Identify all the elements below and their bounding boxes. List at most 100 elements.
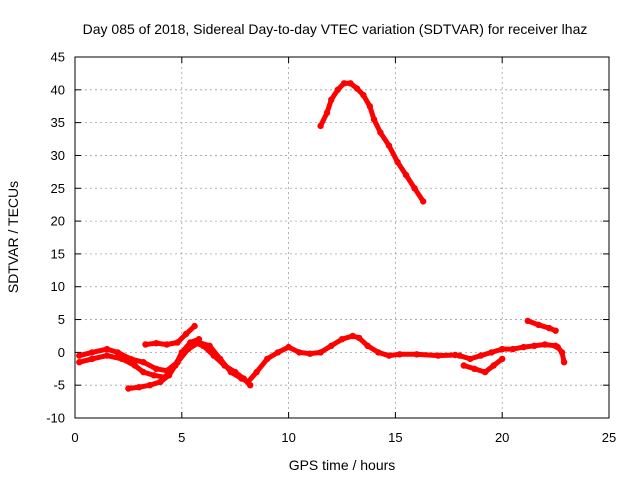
data-point <box>163 341 170 348</box>
data-point <box>296 349 303 356</box>
data-point <box>396 351 403 358</box>
data-point <box>317 122 324 130</box>
data-point <box>153 340 160 347</box>
data-point <box>140 359 147 366</box>
y-tick-label: 30 <box>51 148 65 163</box>
data-point <box>157 378 164 386</box>
data-point <box>191 339 198 346</box>
series-line <box>525 318 559 334</box>
data-point <box>535 321 542 328</box>
y-tick-label: 15 <box>51 246 65 261</box>
data-point <box>142 341 149 348</box>
data-point <box>560 359 568 366</box>
data-point <box>174 339 181 346</box>
y-tick-label: -5 <box>53 378 65 393</box>
data-point <box>477 352 484 359</box>
x-axis-label: GPS time / hours <box>289 457 396 473</box>
data-point <box>191 322 198 330</box>
x-tick-label: 5 <box>178 430 185 445</box>
data-point <box>394 158 401 166</box>
data-series <box>76 80 568 392</box>
data-point <box>460 362 467 369</box>
data-point <box>360 91 367 99</box>
data-point <box>411 185 418 192</box>
x-tick-label: 0 <box>71 430 78 445</box>
y-axis-label: SDTVAR / TECUs <box>5 181 21 293</box>
y-tick-label: 20 <box>51 214 65 229</box>
data-point <box>103 352 111 359</box>
data-point <box>385 352 393 359</box>
data-point <box>481 368 489 376</box>
data-point <box>340 80 348 87</box>
chart-title: Day 085 of 2018, Sidereal Day-to-day VTE… <box>83 21 588 37</box>
grid <box>75 57 609 418</box>
data-point <box>338 336 346 343</box>
x-tick-label: 15 <box>388 430 402 445</box>
plot-frame <box>74 56 610 419</box>
data-point <box>554 343 561 351</box>
data-point <box>499 345 506 353</box>
data-point <box>349 332 356 340</box>
y-tick-label: -10 <box>46 411 65 426</box>
data-point <box>247 382 254 389</box>
data-point <box>118 355 126 363</box>
data-point <box>221 362 228 369</box>
series-arc-rise <box>142 322 198 348</box>
data-point <box>125 385 132 392</box>
data-point <box>370 116 378 123</box>
data-point <box>264 355 271 363</box>
data-point <box>274 349 282 356</box>
series-line <box>457 342 559 362</box>
data-point <box>210 352 217 359</box>
data-point <box>377 129 384 136</box>
data-point <box>165 372 173 379</box>
data-point <box>456 352 463 359</box>
series-arc-low-2 <box>125 339 254 392</box>
data-point <box>490 362 497 369</box>
data-point <box>402 171 410 179</box>
data-point <box>200 342 207 349</box>
y-tick-label: 40 <box>51 82 65 97</box>
data-point <box>334 86 341 94</box>
data-point <box>174 359 181 366</box>
series-arc-peak <box>317 80 427 205</box>
data-point <box>524 317 531 325</box>
data-point <box>103 345 111 353</box>
series-line <box>76 333 458 385</box>
axis-ticks: 0 5 10 15 20 25 -10 -5 0 5 10 15 20 25 30 35 40 45 <box>46 50 616 446</box>
data-point <box>347 80 354 87</box>
data-point <box>146 382 153 389</box>
data-point <box>366 103 373 110</box>
series-arc-late-4 <box>554 343 568 366</box>
y-tick-label: 10 <box>51 279 65 294</box>
data-point <box>471 365 478 372</box>
series-arc-late-1 <box>456 341 559 363</box>
data-point <box>375 349 382 356</box>
data-point <box>253 368 260 376</box>
data-point <box>285 343 292 351</box>
data-point <box>520 343 527 351</box>
series-arc-late-3 <box>524 317 559 334</box>
x-tick-label: 25 <box>602 430 616 445</box>
data-point <box>76 352 83 359</box>
data-point <box>509 345 517 353</box>
y-tick-label: 0 <box>58 345 65 360</box>
data-point <box>488 349 495 356</box>
y-tick-label: 5 <box>58 312 65 327</box>
series-arc-late-2 <box>460 355 506 376</box>
data-point <box>140 368 147 376</box>
y-tick-label: 35 <box>51 115 65 130</box>
y-tick-label: 45 <box>51 50 65 65</box>
data-point <box>240 375 247 382</box>
data-point <box>182 330 190 338</box>
data-point <box>317 349 324 356</box>
data-point <box>135 384 143 391</box>
data-point <box>364 342 371 349</box>
x-tick-label: 20 <box>495 430 509 445</box>
data-point <box>558 349 566 356</box>
data-point <box>552 327 559 334</box>
data-point <box>546 324 553 332</box>
data-point <box>385 142 393 149</box>
series-line <box>318 80 426 204</box>
